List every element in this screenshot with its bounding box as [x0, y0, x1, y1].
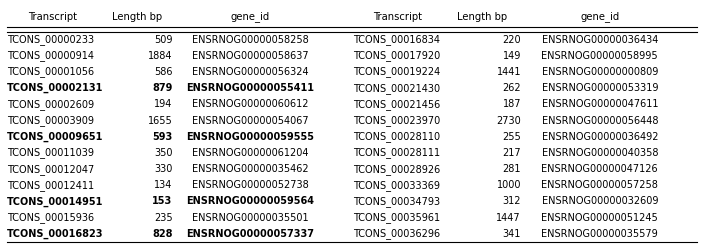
Text: TCONS_00021456: TCONS_00021456 [353, 99, 441, 110]
Text: TCONS_00000914: TCONS_00000914 [7, 50, 94, 61]
Text: 134: 134 [154, 180, 172, 190]
Text: 586: 586 [154, 67, 172, 77]
Text: TCONS_00002609: TCONS_00002609 [7, 99, 94, 110]
Text: 341: 341 [503, 229, 521, 239]
Text: TCONS_00002131: TCONS_00002131 [7, 83, 103, 93]
Text: 879: 879 [152, 83, 172, 93]
Text: ENSRNOG00000054067: ENSRNOG00000054067 [191, 115, 308, 125]
Text: gene_id: gene_id [230, 11, 270, 22]
Text: TCONS_00012047: TCONS_00012047 [7, 164, 94, 175]
Text: 330: 330 [154, 164, 172, 174]
Text: 235: 235 [154, 213, 172, 223]
Text: TCONS_00019224: TCONS_00019224 [353, 67, 441, 77]
Text: TCONS_00028110: TCONS_00028110 [353, 131, 441, 142]
Text: 350: 350 [154, 148, 172, 158]
Text: TCONS_00017920: TCONS_00017920 [353, 50, 441, 61]
Text: 220: 220 [503, 35, 521, 45]
Text: 217: 217 [503, 148, 521, 158]
Text: TCONS_00001056: TCONS_00001056 [7, 67, 94, 77]
Text: TCONS_00028926: TCONS_00028926 [353, 164, 441, 175]
Text: ENSRNOG00000057258: ENSRNOG00000057258 [541, 180, 658, 190]
Text: ENSRNOG00000061204: ENSRNOG00000061204 [191, 148, 308, 158]
Text: TCONS_00035961: TCONS_00035961 [353, 212, 441, 223]
Text: ENSRNOG00000035462: ENSRNOG00000035462 [191, 164, 308, 174]
Text: ENSRNOG00000056448: ENSRNOG00000056448 [541, 115, 658, 125]
Text: 1000: 1000 [496, 180, 521, 190]
Text: ENSRNOG00000057337: ENSRNOG00000057337 [186, 229, 314, 239]
Text: Length bp: Length bp [112, 12, 163, 21]
Text: 262: 262 [503, 83, 521, 93]
Text: 1884: 1884 [148, 51, 172, 61]
Text: ENSRNOG00000035501: ENSRNOG00000035501 [191, 213, 308, 223]
Text: 593: 593 [152, 132, 172, 142]
Text: ENSRNOG00000035579: ENSRNOG00000035579 [541, 229, 658, 239]
Text: ENSRNOG00000000809: ENSRNOG00000000809 [541, 67, 658, 77]
Text: 281: 281 [503, 164, 521, 174]
Text: TCONS_00011039: TCONS_00011039 [7, 147, 94, 158]
Text: Transcript: Transcript [28, 12, 77, 21]
Text: Length bp: Length bp [457, 12, 508, 21]
Text: TCONS_00016834: TCONS_00016834 [353, 34, 441, 45]
Text: 153: 153 [152, 197, 172, 206]
Text: TCONS_00014951: TCONS_00014951 [7, 196, 103, 207]
Text: TCONS_00000233: TCONS_00000233 [7, 34, 94, 45]
Text: 149: 149 [503, 51, 521, 61]
Text: 828: 828 [152, 229, 172, 239]
Text: ENSRNOG00000055411: ENSRNOG00000055411 [186, 83, 314, 93]
Text: ENSRNOG00000056324: ENSRNOG00000056324 [191, 67, 308, 77]
Text: ENSRNOG00000052738: ENSRNOG00000052738 [191, 180, 308, 190]
Text: 509: 509 [154, 35, 172, 45]
Text: ENSRNOG00000058995: ENSRNOG00000058995 [541, 51, 658, 61]
Text: ENSRNOG00000058637: ENSRNOG00000058637 [191, 51, 308, 61]
Text: gene_id: gene_id [580, 11, 620, 22]
Text: ENSRNOG00000040358: ENSRNOG00000040358 [541, 148, 658, 158]
Text: 2730: 2730 [496, 115, 521, 125]
Text: 312: 312 [503, 197, 521, 206]
Text: 1441: 1441 [496, 67, 521, 77]
Text: TCONS_00033369: TCONS_00033369 [353, 180, 441, 191]
Text: TCONS_00016823: TCONS_00016823 [7, 229, 103, 239]
Text: ENSRNOG00000032609: ENSRNOG00000032609 [541, 197, 658, 206]
Text: ENSRNOG00000060612: ENSRNOG00000060612 [191, 99, 308, 109]
Text: TCONS_00023970: TCONS_00023970 [353, 115, 441, 126]
Text: ENSRNOG00000053319: ENSRNOG00000053319 [541, 83, 658, 93]
Text: ENSRNOG00000059555: ENSRNOG00000059555 [186, 132, 314, 142]
Text: ENSRNOG00000058258: ENSRNOG00000058258 [191, 35, 308, 45]
Text: ENSRNOG00000059564: ENSRNOG00000059564 [186, 197, 314, 206]
Text: ENSRNOG00000036434: ENSRNOG00000036434 [541, 35, 658, 45]
Text: TCONS_00009651: TCONS_00009651 [7, 132, 103, 142]
Text: 1447: 1447 [496, 213, 521, 223]
Text: TCONS_00015936: TCONS_00015936 [7, 212, 94, 223]
Text: TCONS_00021430: TCONS_00021430 [353, 83, 441, 93]
Text: 255: 255 [502, 132, 521, 142]
Text: 194: 194 [154, 99, 172, 109]
Text: TCONS_00034793: TCONS_00034793 [353, 196, 441, 207]
Text: ENSRNOG00000047126: ENSRNOG00000047126 [541, 164, 658, 174]
Text: 187: 187 [503, 99, 521, 109]
Text: ENSRNOG00000036492: ENSRNOG00000036492 [541, 132, 658, 142]
Text: 1655: 1655 [148, 115, 172, 125]
Text: TCONS_00003909: TCONS_00003909 [7, 115, 94, 126]
Text: TCONS_00036296: TCONS_00036296 [353, 228, 441, 239]
Text: TCONS_00028111: TCONS_00028111 [353, 147, 441, 158]
Text: ENSRNOG00000051245: ENSRNOG00000051245 [541, 213, 658, 223]
Text: ENSRNOG00000047611: ENSRNOG00000047611 [541, 99, 658, 109]
Text: Transcript: Transcript [373, 12, 422, 21]
Text: TCONS_00012411: TCONS_00012411 [7, 180, 94, 191]
